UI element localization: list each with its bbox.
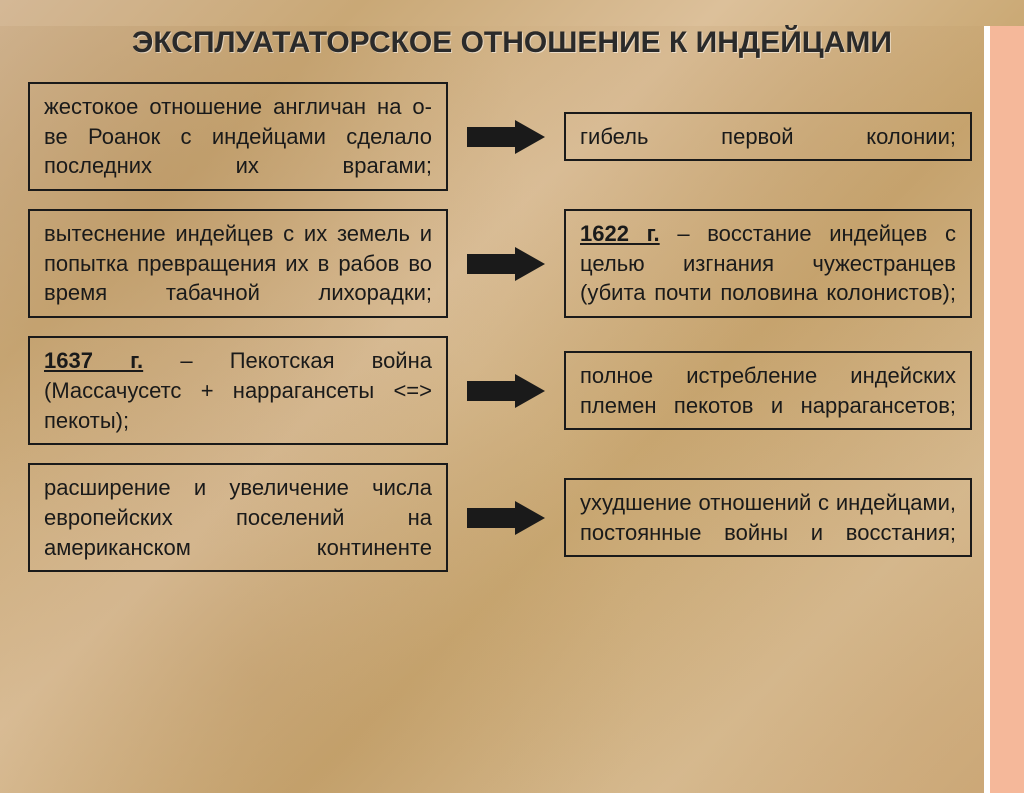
diagram-row: вытеснение индейцев с их земель и попытк… (28, 209, 972, 318)
diagram-row: расширение и увеличение числа европейски… (28, 463, 972, 572)
diagram-content: жестокое отношение англичан на о-ве Роан… (0, 82, 1024, 572)
diagram-row: жестокое отношение англичан на о-ве Роан… (28, 82, 972, 191)
box-text: жестокое отношение англичан на о-ве Роан… (44, 94, 432, 178)
arrow-icon (467, 501, 545, 535)
box-text: гибель первой колонии; (580, 124, 956, 149)
arrow-icon (467, 247, 545, 281)
arrow-icon (467, 374, 545, 408)
arrow-icon (467, 120, 545, 154)
diagram-row: 1637 г. – Пекотская война (Массачусетс +… (28, 336, 972, 445)
cause-box-4: расширение и увеличение числа европейски… (28, 463, 448, 572)
box-text: вытеснение индейцев с их земель и попытк… (44, 221, 432, 305)
box-text: расширение и увеличение числа европейски… (44, 475, 432, 559)
effect-box-2: 1622 г. – восстание индейцев с целью изг… (564, 209, 972, 318)
cause-box-3: 1637 г. – Пекотская война (Массачусетс +… (28, 336, 448, 445)
effect-box-3: полное истребление индейских племен пеко… (564, 351, 972, 430)
cause-box-2: вытеснение индейцев с их земель и попытк… (28, 209, 448, 318)
effect-box-1: гибель первой колонии; (564, 112, 972, 162)
cause-box-1: жестокое отношение англичан на о-ве Роан… (28, 82, 448, 191)
box-prefix: 1622 г. (580, 221, 660, 246)
effect-box-4: ухудшение отношений с индейцами, постоян… (564, 478, 972, 557)
page-title: ЭКСПЛУАТАТОРСКОЕ ОТНОШЕНИЕ К ИНДЕЙЦАМИ (0, 26, 1024, 60)
box-text: полное истребление индейских племен пеко… (580, 363, 956, 418)
box-text: ухудшение отношений с индейцами, постоян… (580, 490, 956, 545)
box-prefix: 1637 г. (44, 348, 143, 373)
